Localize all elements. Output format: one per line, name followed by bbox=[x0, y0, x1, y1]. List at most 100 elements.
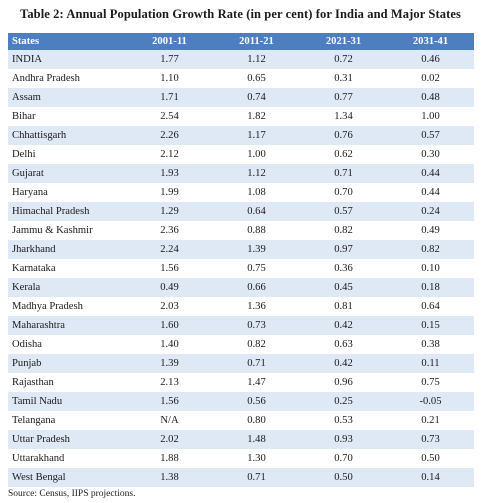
growth-rate-cell: 0.64 bbox=[213, 202, 300, 221]
growth-rate-cell: 0.65 bbox=[213, 69, 300, 88]
state-name-cell: Chhattisgarh bbox=[8, 126, 126, 145]
table-row: Maharashtra 1.60 0.73 0.42 0.15 bbox=[8, 316, 474, 335]
growth-rate-cell: 0.81 bbox=[300, 297, 387, 316]
state-name-cell: Punjab bbox=[8, 354, 126, 373]
growth-rate-cell: 0.70 bbox=[300, 183, 387, 202]
growth-rate-cell: 0.31 bbox=[300, 69, 387, 88]
growth-rate-cell: 1.60 bbox=[126, 316, 213, 335]
growth-rate-cell: 0.45 bbox=[300, 278, 387, 297]
growth-rate-cell: N/A bbox=[126, 411, 213, 430]
growth-rate-cell: 0.72 bbox=[300, 50, 387, 69]
growth-rate-cell: 2.36 bbox=[126, 221, 213, 240]
column-header-2001-11: 2001-11 bbox=[126, 33, 213, 50]
table-row: Gujarat 1.93 1.12 0.71 0.44 bbox=[8, 164, 474, 183]
table-row: Tamil Nadu 1.56 0.56 0.25 -0.05 bbox=[8, 392, 474, 411]
growth-rate-cell: 0.93 bbox=[300, 430, 387, 449]
table-row: Kerala 0.49 0.66 0.45 0.18 bbox=[8, 278, 474, 297]
table-row: Bihar 2.54 1.82 1.34 1.00 bbox=[8, 107, 474, 126]
table-row: West Bengal 1.38 0.71 0.50 0.14 bbox=[8, 468, 474, 487]
growth-rate-cell: 0.48 bbox=[387, 88, 474, 107]
state-name-cell: Maharashtra bbox=[8, 316, 126, 335]
growth-rate-cell: 0.15 bbox=[387, 316, 474, 335]
growth-rate-cell: 1.39 bbox=[213, 240, 300, 259]
growth-rate-cell: 0.82 bbox=[387, 240, 474, 259]
table-row: Haryana 1.99 1.08 0.70 0.44 bbox=[8, 183, 474, 202]
growth-rate-cell: 0.46 bbox=[387, 50, 474, 69]
growth-rate-cell: 1.30 bbox=[213, 449, 300, 468]
growth-rate-cell: 0.21 bbox=[387, 411, 474, 430]
table-row: Jammu & Kashmir 2.36 0.88 0.82 0.49 bbox=[8, 221, 474, 240]
growth-rate-cell: 1.71 bbox=[126, 88, 213, 107]
growth-rate-cell: 0.25 bbox=[300, 392, 387, 411]
growth-rate-cell: 1.36 bbox=[213, 297, 300, 316]
state-name-cell: Jharkhand bbox=[8, 240, 126, 259]
state-name-cell: Madhya Pradesh bbox=[8, 297, 126, 316]
table-row: Karnataka 1.56 0.75 0.36 0.10 bbox=[8, 259, 474, 278]
growth-rate-cell: 1.40 bbox=[126, 335, 213, 354]
growth-rate-cell: 0.71 bbox=[213, 354, 300, 373]
growth-rate-cell: 1.12 bbox=[213, 50, 300, 69]
state-name-cell: Andhra Pradesh bbox=[8, 69, 126, 88]
table-header-row: States 2001-11 2011-21 2021-31 2031-41 bbox=[8, 33, 474, 50]
state-name-cell: Bihar bbox=[8, 107, 126, 126]
state-name-cell: West Bengal bbox=[8, 468, 126, 487]
growth-rate-cell: 1.56 bbox=[126, 259, 213, 278]
growth-rate-cell: 0.24 bbox=[387, 202, 474, 221]
state-name-cell: Tamil Nadu bbox=[8, 392, 126, 411]
growth-rate-cell: 1.00 bbox=[387, 107, 474, 126]
growth-rate-cell: 2.03 bbox=[126, 297, 213, 316]
table-row: Uttarakhand 1.88 1.30 0.70 0.50 bbox=[8, 449, 474, 468]
growth-rate-cell: 1.93 bbox=[126, 164, 213, 183]
growth-rate-cell: 1.08 bbox=[213, 183, 300, 202]
table-row: Uttar Pradesh 2.02 1.48 0.93 0.73 bbox=[8, 430, 474, 449]
state-name-cell: Himachal Pradesh bbox=[8, 202, 126, 221]
growth-rate-cell: 0.71 bbox=[213, 468, 300, 487]
growth-rate-cell: 0.49 bbox=[387, 221, 474, 240]
state-name-cell: Assam bbox=[8, 88, 126, 107]
growth-rate-cell: 0.62 bbox=[300, 145, 387, 164]
growth-rate-cell: 0.75 bbox=[213, 259, 300, 278]
growth-rate-cell: 2.13 bbox=[126, 373, 213, 392]
growth-rate-cell: 0.38 bbox=[387, 335, 474, 354]
growth-rate-cell: 0.50 bbox=[387, 449, 474, 468]
growth-rate-cell: 1.82 bbox=[213, 107, 300, 126]
state-name-cell: Haryana bbox=[8, 183, 126, 202]
table-row: Himachal Pradesh 1.29 0.64 0.57 0.24 bbox=[8, 202, 474, 221]
growth-rate-cell: 1.99 bbox=[126, 183, 213, 202]
table-row: Jharkhand 2.24 1.39 0.97 0.82 bbox=[8, 240, 474, 259]
growth-rate-cell: 0.14 bbox=[387, 468, 474, 487]
growth-rate-cell: 0.18 bbox=[387, 278, 474, 297]
growth-rate-cell: 1.38 bbox=[126, 468, 213, 487]
growth-rate-cell: 1.12 bbox=[213, 164, 300, 183]
growth-rate-cell: 0.75 bbox=[387, 373, 474, 392]
growth-rate-cell: 0.56 bbox=[213, 392, 300, 411]
growth-rate-cell: -0.05 bbox=[387, 392, 474, 411]
growth-rate-cell: 0.11 bbox=[387, 354, 474, 373]
table-row: Delhi 2.12 1.00 0.62 0.30 bbox=[8, 145, 474, 164]
growth-rate-cell: 0.50 bbox=[300, 468, 387, 487]
growth-rate-cell: 0.53 bbox=[300, 411, 387, 430]
growth-rate-cell: 0.74 bbox=[213, 88, 300, 107]
growth-rate-cell: 2.02 bbox=[126, 430, 213, 449]
table-row: Madhya Pradesh 2.03 1.36 0.81 0.64 bbox=[8, 297, 474, 316]
growth-rate-cell: 2.24 bbox=[126, 240, 213, 259]
growth-rate-cell: 1.56 bbox=[126, 392, 213, 411]
growth-rate-cell: 0.44 bbox=[387, 164, 474, 183]
growth-rate-cell: 0.70 bbox=[300, 449, 387, 468]
growth-rate-cell: 0.97 bbox=[300, 240, 387, 259]
table-row: Punjab 1.39 0.71 0.42 0.11 bbox=[8, 354, 474, 373]
growth-rate-cell: 2.54 bbox=[126, 107, 213, 126]
growth-rate-cell: 0.63 bbox=[300, 335, 387, 354]
growth-rate-cell: 0.96 bbox=[300, 373, 387, 392]
growth-rate-cell: 0.42 bbox=[300, 354, 387, 373]
state-name-cell: Karnataka bbox=[8, 259, 126, 278]
state-name-cell: Gujarat bbox=[8, 164, 126, 183]
table-row: Odisha 1.40 0.82 0.63 0.38 bbox=[8, 335, 474, 354]
growth-rate-cell: 0.82 bbox=[213, 335, 300, 354]
growth-rate-cell: 1.77 bbox=[126, 50, 213, 69]
growth-rate-cell: 1.10 bbox=[126, 69, 213, 88]
growth-rate-cell: 0.57 bbox=[387, 126, 474, 145]
growth-rate-cell: 0.30 bbox=[387, 145, 474, 164]
state-name-cell: Uttar Pradesh bbox=[8, 430, 126, 449]
table-row: Chhattisgarh 2.26 1.17 0.76 0.57 bbox=[8, 126, 474, 145]
